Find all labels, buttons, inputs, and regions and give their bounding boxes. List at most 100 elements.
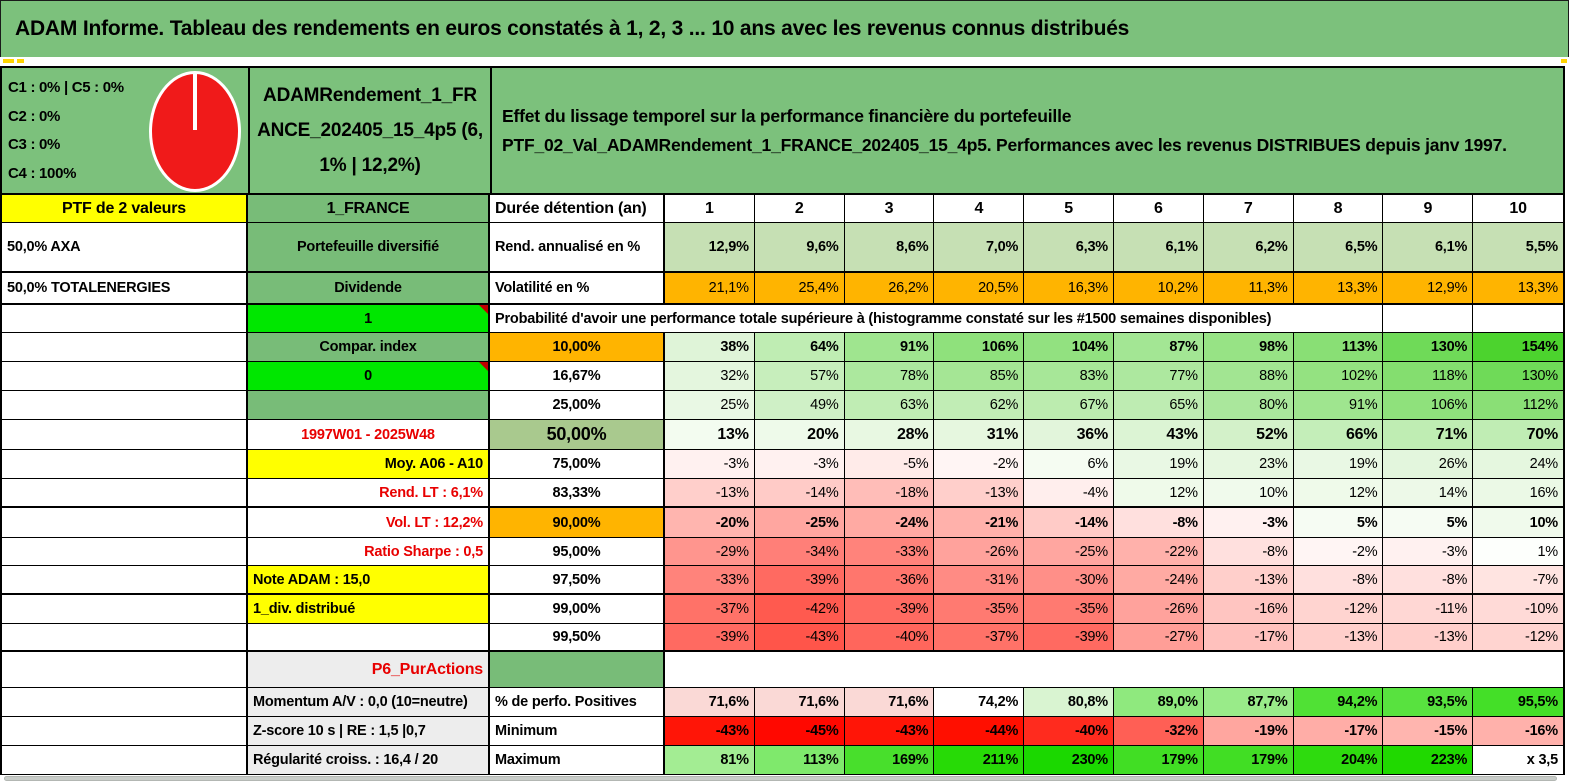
compar-index-cell[interactable]: Compar. index [248,333,490,362]
value-cell[interactable]: -15% [1383,717,1474,746]
value-cell[interactable]: 1% [1473,538,1563,566]
value-cell[interactable]: -8% [1203,538,1294,566]
value-cell[interactable]: -22% [1114,538,1204,566]
index-name-cell[interactable]: 1_FRANCE [248,195,490,223]
value-cell[interactable]: 204% [1293,746,1384,775]
row-label-maximum[interactable]: Maximum [490,746,665,775]
value-cell[interactable]: -40% [844,624,935,652]
value-cell[interactable]: 6,1% [1383,223,1474,273]
value-cell[interactable]: -29% [665,538,755,566]
value-cell[interactable]: 11,3% [1203,273,1294,305]
value-cell[interactable]: 88% [1203,362,1294,391]
value-cell[interactable]: 10% [1473,508,1563,538]
zscore-cell[interactable]: Z-score 10 s | RE : 1,5 |0,7 [248,717,490,746]
value-cell[interactable]: -12% [1293,595,1384,624]
value-cell[interactable]: 20% [754,420,845,450]
value-cell[interactable]: 16,3% [1024,273,1114,305]
value-cell[interactable]: -43% [754,624,845,652]
value-cell[interactable]: 26,2% [844,273,935,305]
value-cell[interactable]: 12% [1114,479,1204,508]
value-cell[interactable]: 230% [1024,746,1114,775]
percentile-label[interactable]: 99,50% [490,624,665,652]
value-cell[interactable]: 20,5% [934,273,1025,305]
value-cell[interactable]: 14% [1383,479,1474,508]
value-cell[interactable]: 80% [1203,391,1294,420]
percentile-label[interactable]: 25,00% [490,391,665,420]
year-header-cell[interactable]: 9 [1383,195,1474,223]
value-cell[interactable]: -4% [1024,479,1114,508]
value-cell[interactable]: 13% [665,420,755,450]
stat-label-cell[interactable]: Vol. LT : 12,2% [248,508,490,538]
value-cell[interactable]: -8% [1293,566,1384,595]
value-cell[interactable]: 10% [1203,479,1294,508]
value-cell[interactable]: 38% [665,333,755,362]
value-cell[interactable]: -20% [665,508,755,538]
value-cell[interactable]: -10% [1473,595,1563,624]
value-cell[interactable]: -16% [1473,717,1563,746]
value-cell[interactable] [2,450,248,479]
value-cell[interactable]: -13% [665,479,755,508]
row-label-minimum[interactable]: Minimum [490,717,665,746]
flag-cell[interactable]: 0 [248,362,490,391]
percentile-label[interactable]: 90,00% [490,508,665,538]
value-cell[interactable]: 169% [844,746,935,775]
value-cell[interactable]: -14% [1024,508,1114,538]
value-cell[interactable] [2,688,248,717]
value-cell[interactable]: -25% [754,508,845,538]
holding-cell[interactable]: 50,0% TOTALENERGIES [2,273,248,305]
value-cell[interactable]: 49% [754,391,845,420]
value-cell[interactable]: -13% [934,479,1025,508]
value-cell[interactable] [248,624,490,652]
ptf-header-cell[interactable]: PTF de 2 valeurs [2,195,248,223]
stat-label-cell[interactable]: 1_div. distribué [248,595,490,624]
value-cell[interactable]: 91% [844,333,935,362]
year-header-cell[interactable]: 7 [1203,195,1294,223]
value-cell[interactable]: -3% [1203,508,1294,538]
value-cell[interactable]: -13% [1293,624,1384,652]
value-cell[interactable]: 104% [1024,333,1114,362]
value-cell[interactable]: -39% [1024,624,1114,652]
value-cell[interactable]: -14% [754,479,845,508]
value-cell[interactable] [2,624,248,652]
value-cell[interactable]: 36% [1024,420,1114,450]
value-cell[interactable]: 130% [1473,362,1563,391]
value-cell[interactable] [2,333,248,362]
value-cell[interactable]: 87,7% [1203,688,1294,717]
value-cell[interactable]: 64% [754,333,845,362]
value-cell[interactable] [248,391,490,420]
percentile-label[interactable]: 95,00% [490,538,665,566]
value-cell[interactable]: -21% [934,508,1025,538]
value-cell[interactable]: -27% [1114,624,1204,652]
value-cell[interactable]: -33% [844,538,935,566]
value-cell[interactable]: 62% [934,391,1025,420]
value-cell[interactable]: -8% [1383,566,1474,595]
value-cell[interactable]: 10,2% [1114,273,1204,305]
value-cell[interactable]: 8,6% [844,223,935,273]
value-cell[interactable]: 112% [1473,391,1563,420]
value-cell[interactable]: 57% [754,362,845,391]
period-cell[interactable]: 1997W01 - 2025W48 [248,420,490,450]
value-cell[interactable]: 23% [1203,450,1294,479]
value-cell[interactable]: -39% [754,566,845,595]
stat-label-cell[interactable]: Note ADAM : 15,0 [248,566,490,595]
value-cell[interactable] [2,566,248,595]
value-cell[interactable]: -43% [844,717,935,746]
value-cell[interactable]: 102% [1293,362,1384,391]
value-cell[interactable] [2,305,248,333]
value-cell[interactable]: 71,6% [754,688,845,717]
value-cell[interactable]: -12% [1473,624,1563,652]
value-cell[interactable]: -5% [844,450,935,479]
value-cell[interactable]: 83% [1024,362,1114,391]
probability-header-cell[interactable]: Probabilité d'avoir une performance tota… [490,305,1384,333]
value-cell[interactable]: -39% [844,595,935,624]
value-cell[interactable]: 63% [844,391,935,420]
value-cell[interactable]: 25% [665,391,755,420]
value-cell[interactable]: -35% [934,595,1025,624]
pie-chart[interactable] [149,71,241,192]
value-cell[interactable]: 154% [1473,333,1563,362]
value-cell[interactable]: -16% [1203,595,1294,624]
value-cell[interactable]: 19% [1114,450,1204,479]
value-cell[interactable]: 78% [844,362,935,391]
value-cell[interactable]: 91% [1293,391,1384,420]
value-cell[interactable]: -7% [1473,566,1563,595]
